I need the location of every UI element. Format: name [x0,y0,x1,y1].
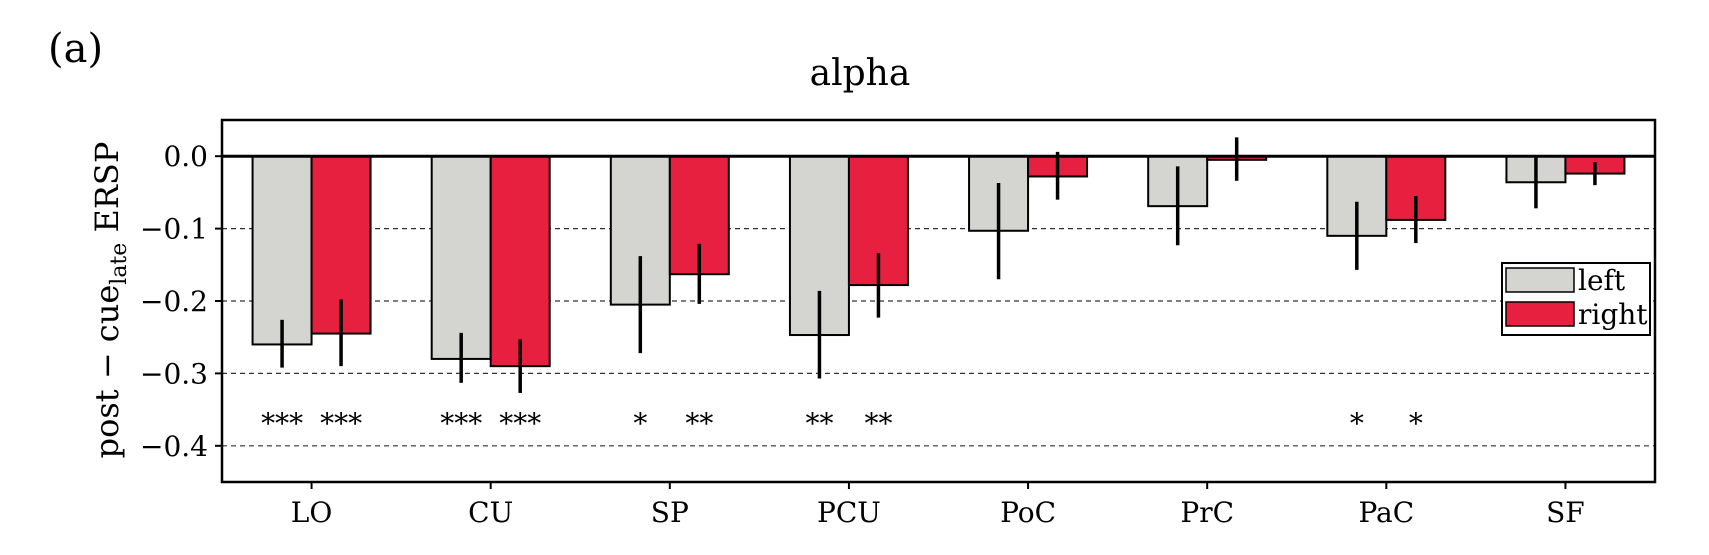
significance-right-PCU: ** [864,407,892,440]
y-axis-ticks: 0.0 −0.1 −0.2 −0.3 −0.4 [140,140,222,463]
y-tick-label: −0.4 [140,430,208,463]
error-bars [280,137,1597,393]
significance-left-PaC: * [1350,407,1364,440]
x-tick-label: CU [468,496,513,529]
y-tick-label: −0.3 [140,357,208,390]
legend-label-right: right [1578,298,1648,331]
x-tick-label: SF [1546,496,1585,529]
x-axis-ticks: LO CU SP PCU PoC PrC PaC SF [291,482,1585,529]
legend-swatch-left [1505,267,1575,293]
bar-right-CU [489,155,551,368]
panel-label: (a) [48,26,103,72]
significance-left-PCU: ** [805,407,833,440]
x-tick-label: LO [291,496,333,529]
legend-label-left: left [1578,264,1626,297]
significance-markers: *** *** *** *** * ** ** ** * * [261,407,1423,440]
y-axis-label-suffix: ERSP [88,142,126,243]
legend: left right [1501,262,1651,336]
y-axis-label-main: post − cue [88,285,126,459]
significance-left-LO: *** [261,407,303,440]
significance-right-PaC: * [1409,407,1423,440]
y-axis-label-subscript: late [107,243,132,285]
chart-title: alpha [810,53,911,94]
significance-left-SP: * [633,407,647,440]
y-axis-label: post − cuelate ERSP [88,142,132,459]
significance-left-CU: *** [440,407,482,440]
x-tick-label: PrC [1180,496,1234,529]
significance-right-LO: *** [320,407,362,440]
x-tick-label: PaC [1358,496,1414,529]
y-tick-label: 0.0 [163,140,208,173]
significance-right-CU: *** [499,407,541,440]
bars [251,155,1626,368]
bar-left-LO [251,155,313,346]
y-tick-label: −0.2 [140,285,208,318]
x-tick-label: SP [651,496,689,529]
bar-left-CU [430,155,492,360]
significance-right-SP: ** [685,407,713,440]
y-tick-label: −0.1 [140,213,208,246]
x-tick-label: PoC [1000,496,1056,529]
x-tick-label: PCU [817,496,881,529]
legend-swatch-right [1505,301,1575,327]
plot-frame [220,118,1657,484]
